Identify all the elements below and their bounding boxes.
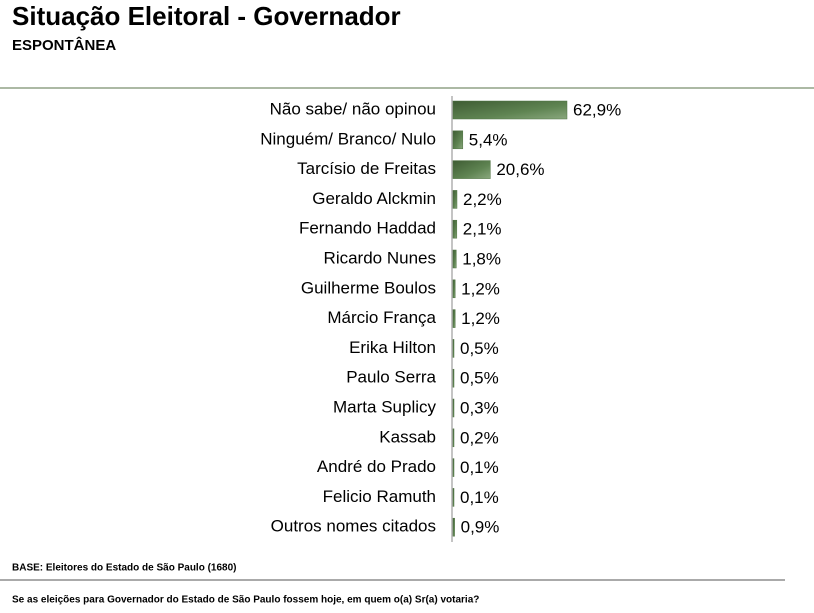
value-label: 0,9%	[461, 518, 500, 537]
bar	[452, 279, 456, 299]
category-label: Márcio França	[327, 308, 436, 327]
value-label: 0,3%	[460, 398, 499, 417]
value-label: 0,1%	[460, 488, 499, 507]
category-label: Fernando Haddad	[299, 219, 436, 238]
category-label: Tarcísio de Freitas	[297, 159, 436, 178]
chart-subtitle: ESPONTÂNEA	[12, 36, 116, 54]
category-label: Felicio Ramuth	[323, 487, 436, 506]
category-label: Marta Suplicy	[333, 397, 436, 416]
bar	[452, 339, 455, 358]
value-label: 1,8%	[462, 249, 501, 268]
category-label: Paulo Serra	[346, 368, 436, 387]
bar	[452, 130, 464, 150]
category-label: Guilherme Boulos	[301, 278, 436, 297]
value-label: 0,2%	[460, 428, 499, 447]
bar	[452, 517, 455, 537]
bar	[452, 428, 455, 448]
category-label: Outros nomes citados	[271, 517, 436, 536]
bar	[452, 219, 458, 239]
category-label: Geraldo Alckmin	[312, 189, 436, 208]
chart-title: Situação Eleitoral - Governador	[12, 1, 401, 31]
bar	[452, 398, 455, 418]
value-label: 0,5%	[460, 369, 499, 388]
category-label: Erika Hilton	[349, 338, 436, 357]
value-label: 2,1%	[463, 220, 502, 239]
bar	[452, 368, 455, 388]
value-label: 5,4%	[469, 130, 508, 149]
base-note: BASE: Eleitores do Estado de São Paulo (…	[12, 563, 237, 574]
value-label: 20,6%	[496, 160, 544, 179]
bar	[452, 249, 457, 269]
bar	[452, 100, 568, 120]
value-label: 0,1%	[460, 458, 499, 477]
question: Se as eleições para Governador do Estado…	[12, 595, 479, 606]
category-label: Ninguém/ Branco/ Nulo	[260, 129, 436, 148]
category-label: Kassab	[379, 427, 436, 446]
value-label: 1,2%	[461, 309, 500, 328]
bar	[452, 488, 455, 507]
category-label: Não sabe/ não opinou	[270, 99, 436, 118]
bar	[452, 160, 491, 179]
category-label: Ricardo Nunes	[324, 248, 436, 267]
category-label: André do Prado	[317, 457, 436, 476]
bar	[452, 309, 456, 328]
bar	[452, 458, 455, 477]
value-label: 1,2%	[461, 279, 500, 298]
value-label: 62,9%	[573, 100, 621, 119]
value-label: 0,5%	[460, 339, 499, 358]
bar	[452, 190, 458, 209]
value-label: 2,2%	[463, 190, 502, 209]
